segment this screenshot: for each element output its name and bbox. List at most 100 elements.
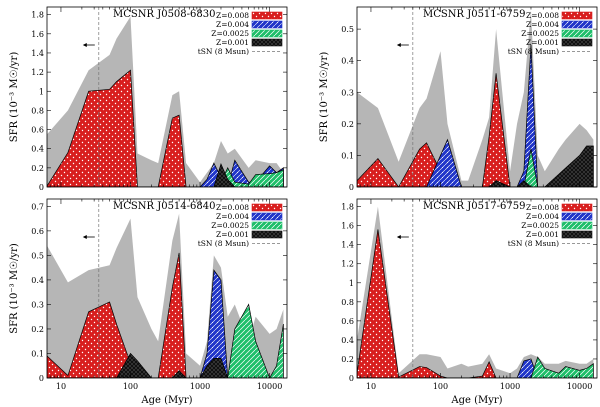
y-tick-label: 1.2 [341,260,354,269]
series-area-Z0008 [357,229,594,378]
y-tick-label: 1.4 [31,49,44,58]
legend-label: Z=0.001 [526,230,559,239]
plot-frame [46,198,288,379]
y-tick-label: 0.8 [341,298,354,307]
y-tick-label: 0 [39,183,44,192]
legend-label: Z=0.001 [526,38,559,47]
legend-label: Z=0.0025 [521,221,559,230]
y-tick-label: 0.5 [341,25,354,34]
legend-label: Z=0.008 [216,11,249,20]
panel-title: MCSNR J0511-6759 [423,9,526,20]
plot-frame [356,6,598,188]
x-tick-label: 10000 [257,382,282,391]
plot-frame [46,6,288,188]
y-tick-label: 0.1 [341,151,354,160]
y-tick-label: 0.6 [341,317,354,326]
y-tick-label: 0 [349,183,354,192]
y-tick-label: 0.4 [31,276,44,285]
y-tick-label: 0 [39,374,44,383]
y-tick-label: 0.4 [31,145,44,154]
tsn-arrow-head [396,43,401,47]
tsn-arrow-head [396,235,401,239]
series-area-Z0008 [47,69,284,187]
plot-area [47,213,284,378]
legend-swatch [251,221,283,230]
series-area-Z0008 [47,252,284,378]
x-tick-label: 1000 [500,382,520,391]
x-tick-label: 100 [123,382,138,391]
legend-label: Z=0.004 [216,20,249,29]
x-tick-label: 10000 [567,382,592,391]
series-area-Z00025 [47,303,284,378]
y-tick-label: 0.4 [341,336,354,345]
y-tick-label: 1 [349,279,354,288]
y-tick-label: 0.2 [341,355,354,364]
chart-panel-1: 0 0.2 0.4 0.6 0.8 1 1.2 1.4 1.6 1.8 MCSNR J0508-68… [9,6,288,192]
series-area-Z0001 [357,145,594,187]
y-axis-label: SFR (10⁻³ M☉/yr) [9,52,20,143]
panel-title: MCSNR J0517-6759 [423,201,526,212]
legend-label: Z=0.004 [216,212,249,221]
tsn-arrow-head [82,43,87,47]
y-tick-label: 0.2 [31,164,44,173]
legend-label-tsn: tSN (8 Msun) [508,47,559,56]
y-tick-label: 1 [39,87,44,96]
legend-label: Z=0.004 [526,212,559,221]
legend-label: Z=0.008 [526,11,559,20]
panel-title: MCSNR J0514-6840 [113,201,216,212]
y-tick-label: 0.4 [341,57,354,66]
y-tick-label: 1.8 [341,203,354,212]
plot-area [47,16,284,187]
series-area-Z00025 [357,149,594,187]
series-area-Z00025 [357,356,594,378]
series-area-Z0004 [357,44,594,187]
legend-label-tsn: tSN (8 Msun) [198,239,249,248]
x-tick-label: 1000 [190,382,210,391]
y-tick-label: 0.2 [341,120,354,129]
chart-panel-4: 0 0.2 0.4 0.6 0.8 1 1.2 1.4 1.6 1.8 10 100 1000 10000… [341,198,598,406]
series-area-Z0001 [47,163,284,187]
tsn-arrow-head [82,235,87,239]
series-area-Z0001 [47,352,284,378]
legend-label: Z=0.001 [216,230,249,239]
legend-swatch [251,230,283,239]
y-tick-label: 0.7 [31,202,44,211]
plot-area [357,206,594,378]
y-tick-label: 0.6 [31,227,44,236]
legend-swatch [561,230,593,239]
x-axis-label: Age (Myr) [450,395,502,406]
legend-label: Z=0.0025 [211,29,249,38]
legend-swatch [561,212,593,221]
y-tick-label: 0 [349,374,354,383]
x-tick-label: 100 [433,382,448,391]
legend-swatch [561,203,593,212]
x-axis-label: Age (Myr) [140,395,192,406]
y-axis-label: SFR (10⁻³ M☉/yr) [9,243,20,334]
y-axis-label: SFR (10⁻³ M☉/yr) [319,52,330,143]
legend-swatch [251,20,283,29]
y-tick-label: 0.8 [31,106,44,115]
x-tick-label: 10 [56,382,66,391]
legend-label: Z=0.008 [526,203,559,212]
legend-swatch [561,20,593,29]
series-area-Z0008 [357,73,594,187]
legend-label: Z=0.0025 [211,221,249,230]
legend-label: Z=0.008 [216,203,249,212]
legend-label: Z=0.001 [216,38,249,47]
y-tick-label: 1.8 [31,11,44,20]
legend-swatch [561,221,593,230]
legend-swatch [561,38,593,47]
y-tick-label: 0.6 [31,126,44,135]
legend-swatch [251,203,283,212]
x-tick-label: 10 [366,382,376,391]
legend-swatch [251,38,283,47]
y-tick-label: 1.2 [31,68,44,77]
y-tick-label: 1.6 [341,222,354,231]
y-tick-label: 0.5 [31,251,44,260]
y-tick-label: 0.1 [31,349,44,358]
chart-panel-3: 0 0.1 0.2 0.3 0.4 0.5 0.6 0.7 10 100 1000 10000 MCSN… [9,198,288,406]
legend-label-tsn: tSN (8 Msun) [508,239,559,248]
legend-label-tsn: tSN (8 Msun) [198,47,249,56]
panel-title: MCSNR J0508-6830 [113,9,216,20]
